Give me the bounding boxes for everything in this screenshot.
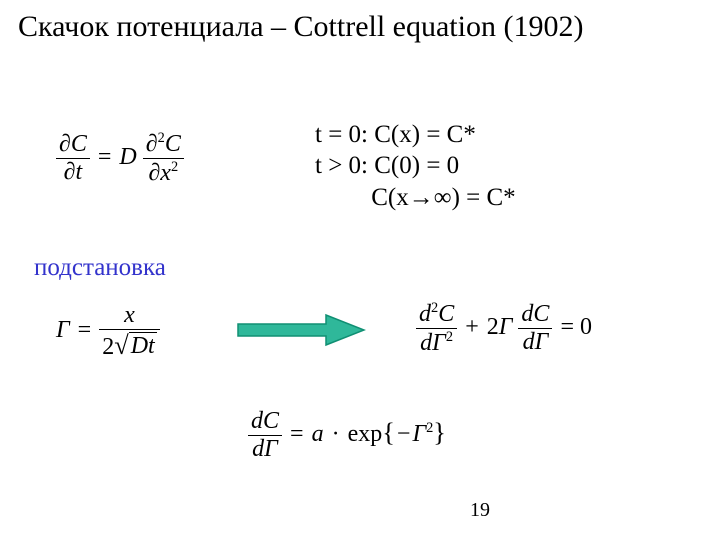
- ic-line1: t = 0: C(x) = C*: [315, 119, 516, 150]
- ic-line2: t > 0: C(0) = 0: [315, 150, 516, 181]
- sol-lhs-num: dC: [251, 408, 279, 434]
- ode-t2-num: dC: [521, 301, 549, 327]
- ode-t1-num-pre: d: [419, 301, 431, 327]
- slide: Скачок потенциала – Cottrell equation (1…: [0, 0, 720, 540]
- ode-equation: d2C dΓ2 + 2Γ dC dΓ = 0: [416, 300, 594, 357]
- slide-title: Скачок потенциала – Cottrell equation (1…: [18, 10, 702, 44]
- ode-t2-den: dΓ: [523, 329, 549, 355]
- gamma-den-sqrt: Dt: [131, 333, 155, 359]
- arrow-shape: [238, 315, 364, 345]
- ode-eq-zero: = 0: [558, 314, 594, 340]
- ode-t1-den-pre: dΓ: [420, 330, 446, 356]
- gamma-num: x: [124, 302, 135, 328]
- ode-t1-den-sup: 2: [446, 329, 453, 345]
- gamma-den-pre: 2: [102, 334, 114, 360]
- pde-rhs-den-sup: 2: [171, 159, 178, 175]
- arrow-icon: [236, 312, 366, 353]
- page-number: 19: [470, 499, 490, 522]
- pde-rhs-den-pre: ∂x: [148, 160, 171, 186]
- substitution-label: подстановка: [34, 254, 166, 282]
- ode-t1-num-var: C: [438, 301, 454, 327]
- sol-a: a: [312, 421, 324, 447]
- gamma-lhs: Γ: [56, 317, 70, 343]
- ode-coeff-G: Γ: [499, 314, 513, 340]
- diffusion-equation: ∂C ∂t = D ∂2C ∂x2: [56, 130, 184, 187]
- pde-rhs-num-sup: 2: [158, 130, 165, 146]
- pde-rhs-num-pre: ∂: [146, 131, 158, 157]
- sol-minus: −: [395, 421, 413, 447]
- pde-rhs-num-var: C: [165, 131, 181, 157]
- pde-lhs-num: ∂C: [59, 131, 87, 157]
- sol-G: Γ: [412, 421, 426, 447]
- initial-conditions: t = 0: C(x) = C* t > 0: C(0) = 0 C(x→∞) …: [315, 119, 516, 213]
- sol-eq-sign: =: [288, 421, 306, 447]
- gamma-definition: Γ = x 2√Dt: [56, 302, 160, 361]
- solution-equation: dC dΓ = a · exp{−Γ2}: [248, 408, 446, 463]
- ode-plus: +: [463, 314, 481, 340]
- sol-dot: ·: [330, 421, 342, 447]
- pde-D: D: [119, 144, 136, 170]
- sol-lhs-den: dΓ: [252, 436, 278, 462]
- pde-lhs-den: ∂t: [64, 159, 83, 185]
- sol-exp: exp: [348, 421, 383, 447]
- ic-line3: C(x→∞) = C*: [315, 182, 516, 213]
